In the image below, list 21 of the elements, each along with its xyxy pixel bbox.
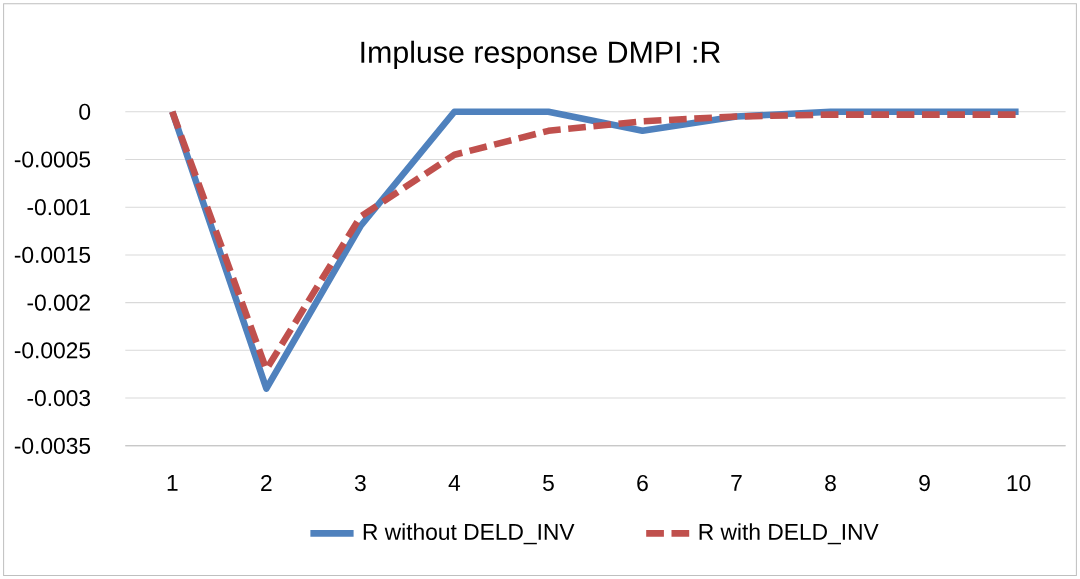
- chart-title: Impluse response DMPI :R: [361, 40, 720, 70]
- y-tick-label: -0.0035: [14, 437, 91, 454]
- x-tick-label: 9: [919, 474, 930, 492]
- x-tick-label: 8: [825, 474, 836, 492]
- legend-label: R without DELD_INV: [363, 523, 575, 545]
- x-tick-label: 10: [1007, 474, 1031, 492]
- y-tick-label: -0.0005: [14, 151, 91, 168]
- y-tick-label: 0: [79, 103, 91, 120]
- x-tick-label: 2: [261, 474, 272, 491]
- x-tick-label: 1: [167, 474, 178, 491]
- x-tick-label: 4: [448, 474, 461, 491]
- x-tick-label: 5: [543, 474, 554, 491]
- y-tick-label: -0.0015: [14, 246, 91, 263]
- y-tick-label: -0.0025: [14, 342, 91, 359]
- x-tick-label: 3: [354, 474, 366, 492]
- x-tick-label: 7: [731, 474, 742, 491]
- y-tick-label: -0.001: [27, 199, 90, 216]
- y-tick-label: -0.002: [27, 294, 90, 311]
- legend-label: R with DELD_INV: [699, 523, 879, 545]
- x-tick-label: 6: [637, 474, 648, 492]
- y-tick-label: -0.003: [27, 390, 91, 407]
